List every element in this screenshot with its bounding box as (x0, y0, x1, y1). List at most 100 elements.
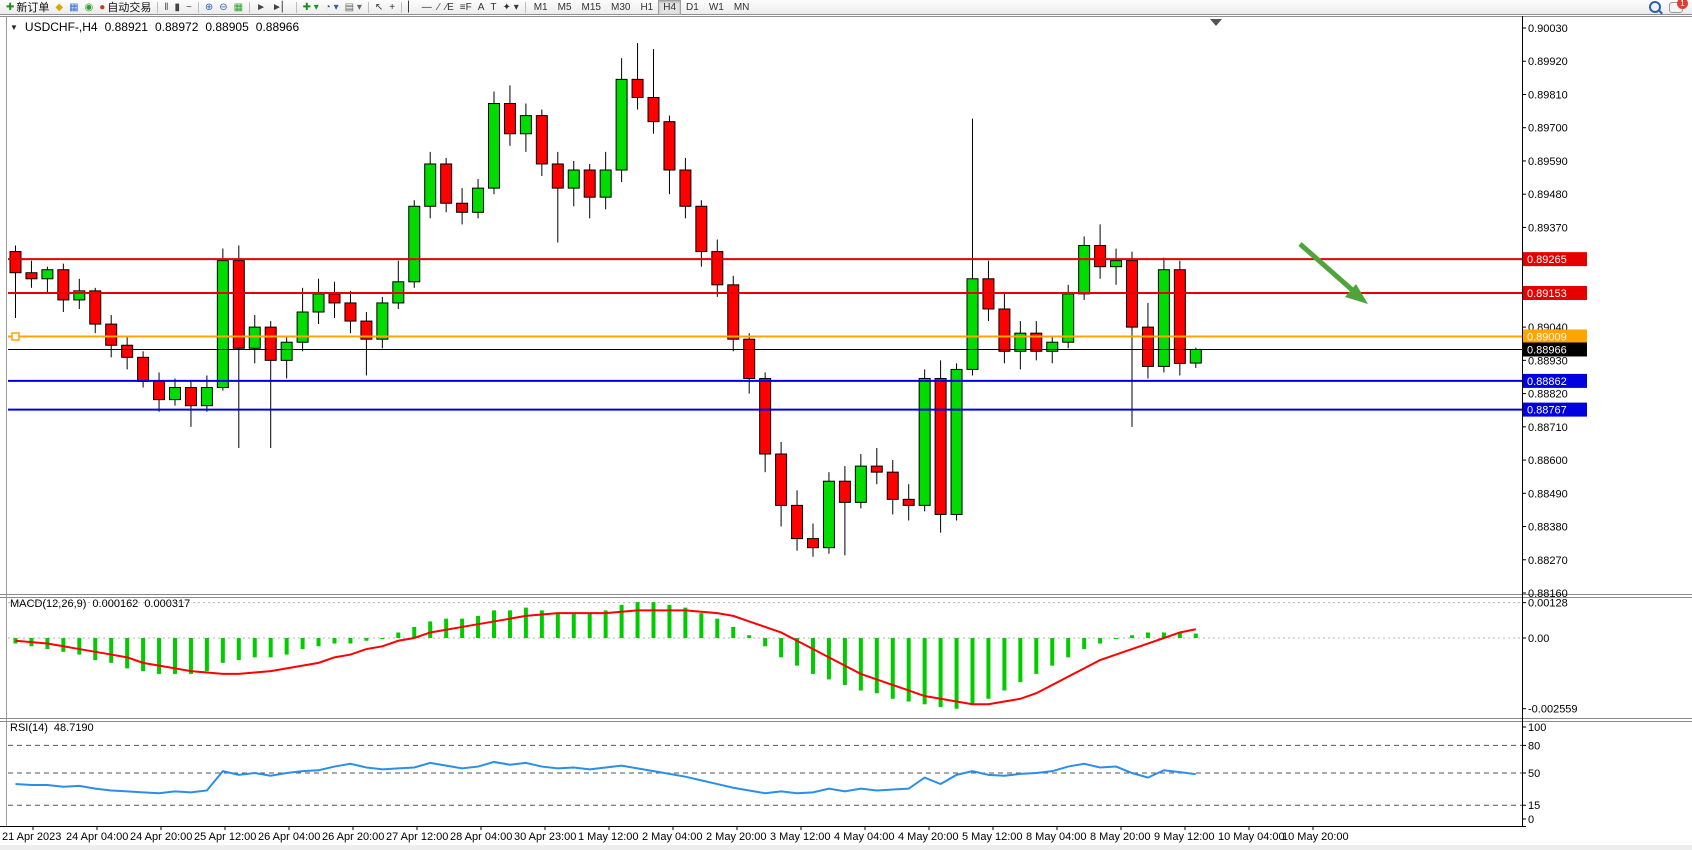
timeframe-m5-button[interactable]: M5 (557, 1, 572, 13)
timeframe-m15-button[interactable]: M15 (581, 1, 601, 13)
search-icon[interactable] (1649, 1, 1661, 13)
price-tag-resistance-1 (1523, 252, 1587, 267)
periods-button[interactable]: ◔ ▾ (322, 1, 342, 14)
svg-text:0.88380: 0.88380 (1528, 522, 1568, 534)
window-bottom-edge (0, 845, 1692, 850)
horizontal-line-icon: — (421, 1, 432, 13)
text-button[interactable]: A (475, 1, 488, 14)
navigator-button[interactable]: ◉ (82, 1, 97, 14)
svg-text:24 Apr 20:00: 24 Apr 20:00 (130, 831, 192, 843)
svg-text:0.89480: 0.89480 (1528, 189, 1568, 201)
svg-text:-0.002559: -0.002559 (1528, 704, 1578, 716)
svg-text:4 May 04:00: 4 May 04:00 (834, 831, 895, 843)
price-axis[interactable]: 0.90030 0.89920 0.89810 0.89700 0.89590 0.894… (0, 16, 1587, 827)
candlestick-chart-button[interactable]: ▮ (171, 1, 183, 14)
fibonacci-button[interactable]: ≡F (457, 1, 475, 14)
price-tag-pivot-orange (1523, 329, 1587, 344)
periods-icon: ◔ ▾ (324, 1, 339, 13)
new-order-label: 新订单 (16, 2, 50, 14)
tile-windows-button[interactable]: ▦ (231, 1, 246, 14)
metaeditor-button[interactable]: ◆ (52, 1, 66, 14)
price-tag-support-1 (1523, 373, 1587, 388)
rsi-indicator-label: RSI(14) 48.7190 (10, 722, 94, 734)
svg-text:2 May 04:00: 2 May 04:00 (642, 831, 703, 843)
zoom-in-button[interactable]: ⊕ (202, 1, 216, 14)
svg-text:28 Apr 04:00: 28 Apr 04:00 (450, 831, 512, 843)
macd-pane (13, 602, 1198, 709)
svg-text:0.89370: 0.89370 (1528, 222, 1568, 234)
line-chart-button[interactable]: ~ (183, 1, 195, 14)
svg-text:80: 80 (1528, 740, 1540, 752)
chart-canvas[interactable]: 0.90030 0.89920 0.89810 0.89700 0.89590 0.894… (0, 16, 1692, 845)
timeframe-mn-button[interactable]: MN (733, 1, 750, 13)
bar-chart-button[interactable]: ‖ (161, 1, 171, 14)
auto-scroll-icon: ► (256, 1, 266, 13)
equidistant-channel-button[interactable]: ∕E (442, 1, 456, 14)
timeframe-h4-button[interactable]: H4 (658, 0, 682, 15)
timeframe-w1-button[interactable]: W1 (708, 1, 724, 13)
indicators-button[interactable]: ✚ ▾ (300, 1, 322, 14)
new-order-button[interactable]: ✚ 新订单 (3, 1, 52, 15)
cursor-icon: ↖ (374, 1, 384, 13)
chart-menu-icon[interactable]: ▼ (10, 22, 18, 32)
macd-indicator-label: MACD(12,26,9) 0.000162 0.000317 (10, 598, 191, 610)
svg-text:0.88160: 0.88160 (1528, 588, 1568, 600)
chart-high: 0.88972 (154, 20, 199, 34)
svg-text:1 May 12:00: 1 May 12:00 (578, 831, 639, 843)
svg-text:30 Apr 23:00: 30 Apr 23:00 (514, 831, 576, 843)
vertical-line-button[interactable]: ▏ (405, 1, 419, 14)
zoom-in-icon: ⊕ (204, 1, 214, 13)
svg-text:15: 15 (1528, 800, 1540, 812)
timeframe-m1-button[interactable]: M1 (533, 1, 548, 13)
svg-text:3 May 12:00: 3 May 12:00 (770, 831, 831, 843)
crosshair-button[interactable]: + (386, 1, 398, 14)
market-watch-button[interactable]: ▦ (66, 1, 81, 14)
toolbar-separator (524, 1, 526, 13)
svg-text:24 Apr 04:00: 24 Apr 04:00 (66, 831, 128, 843)
bar-chart-icon: ‖ (164, 1, 169, 13)
autotrading-button[interactable]: ● 自动交易 (96, 1, 154, 15)
trendline-button[interactable]: ∕ (435, 1, 443, 14)
chart-shift-icon: ►▏ (271, 1, 290, 13)
toolbar-separator (157, 1, 159, 13)
zoom-out-button[interactable]: ⊖ (216, 1, 230, 14)
metaeditor-icon: ◆ (55, 1, 64, 13)
svg-text:10 May 20:00: 10 May 20:00 (1282, 831, 1349, 843)
svg-text:5 May 12:00: 5 May 12:00 (962, 831, 1023, 843)
chart-shift-button[interactable]: ►▏ (269, 1, 293, 14)
chart-symbol-period: USDCHF-,H4 (24, 20, 98, 34)
svg-text:0.89265: 0.89265 (1527, 254, 1567, 266)
fibonacci-icon: ≡F (459, 1, 472, 13)
hline-handle[interactable] (11, 332, 20, 341)
top-toolbar: ✚ 新订单 ◆ ▦ ◉ ● 自动交易 ‖ ▮ ~ ⊕ ⊖ ▦ ► ►▏ ✚ ▾ ◔ ▾ ▤ ▾ ↖ + ▏ — ∕ ∕E ≡F A… (0, 0, 1692, 15)
svg-text:0.89009: 0.89009 (1527, 331, 1567, 343)
toolbar-separator (295, 1, 297, 13)
svg-text:9 May 12:00: 9 May 12:00 (1154, 831, 1215, 843)
price-tag-current-bid (1523, 342, 1587, 357)
svg-text:27 Apr 12:00: 27 Apr 12:00 (386, 831, 448, 843)
auto-scroll-button[interactable]: ► (253, 1, 269, 14)
chart-window: ▼ USDCHF-,H4 0.88921 0.88972 0.88905 0.8… (0, 16, 1692, 845)
templates-icon: ▤ ▾ (344, 1, 362, 13)
trend-arrow[interactable] (1298, 242, 1368, 304)
notifications-icon[interactable]: 1 (1669, 0, 1688, 13)
horizontal-line-button[interactable]: — (419, 1, 435, 14)
templates-button[interactable]: ▤ ▾ (342, 1, 365, 14)
timeframe-d1-button[interactable]: D1 (686, 1, 699, 13)
svg-text:0.88930: 0.88930 (1528, 355, 1568, 367)
cursor-button[interactable]: ↖ (372, 1, 386, 14)
chart-low: 0.88905 (205, 20, 249, 34)
crosshair-icon: + (389, 1, 396, 13)
svg-text:0.88710: 0.88710 (1528, 422, 1568, 434)
navigator-icon: ◉ (84, 1, 94, 13)
timeframe-h1-button[interactable]: H1 (640, 1, 654, 13)
svg-text:50: 50 (1528, 768, 1540, 780)
svg-text:0.88490: 0.88490 (1528, 488, 1568, 500)
svg-text:0.89810: 0.89810 (1528, 89, 1568, 101)
vertical-line-icon: ▏ (408, 1, 416, 13)
arrows-button[interactable]: ✦ ▾ (500, 1, 522, 14)
time-axis[interactable]: 21 Apr 2023 24 Apr 04:00 24 Apr 20:00 25 Ap… (2, 826, 1349, 843)
svg-text:0.88600: 0.88600 (1528, 455, 1568, 467)
timeframe-m30-button[interactable]: M30 (610, 1, 631, 13)
text-label-button[interactable]: T (487, 1, 499, 14)
